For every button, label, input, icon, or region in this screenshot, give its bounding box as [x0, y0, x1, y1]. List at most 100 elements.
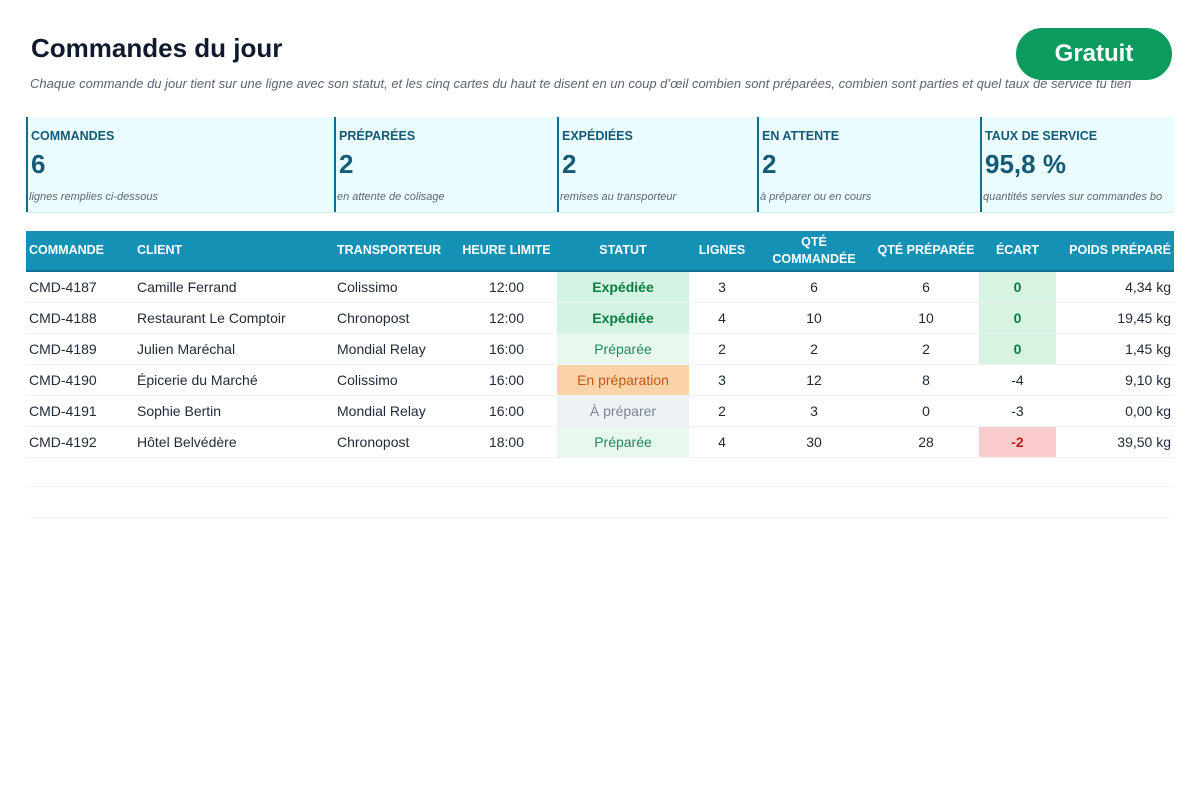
kpi-value: 2 — [762, 149, 777, 179]
cell-poids-prepare[interactable]: 1,45 kg — [1125, 340, 1171, 357]
cell-lignes[interactable]: 3 — [718, 371, 726, 388]
cell-client[interactable]: Épicerie du Marché — [137, 371, 258, 388]
kpi-note: en attente de colisage — [337, 191, 445, 203]
cell-commande[interactable]: CMD-4190 — [29, 371, 97, 388]
cell-client[interactable]: Julien Maréchal — [137, 340, 236, 357]
kpi-value: 95,8 % — [985, 149, 1066, 179]
gratuit-badge-button[interactable]: Gratuit — [1016, 28, 1172, 80]
cell-qte-preparee[interactable]: 0 — [922, 402, 930, 419]
cell-qte-preparee[interactable]: 6 — [922, 278, 930, 295]
cell-ecart[interactable]: -3 — [1011, 402, 1024, 419]
kpi-note: remises au transporteur — [560, 191, 677, 203]
table-row[interactable]: CMD-4190 Épicerie du Marché Colissimo 16… — [26, 364, 1174, 395]
cell-poids-prepare[interactable]: 19,45 kg — [1117, 309, 1171, 326]
cell-qte-commandee[interactable]: 10 — [806, 309, 822, 326]
cell-ecart[interactable]: -4 — [1011, 371, 1024, 388]
cell-transporteur[interactable]: Chronopost — [337, 433, 410, 450]
orders-table-container: COMMANDE CLIENT TRANSPORTEUR HEURE LIMIT… — [26, 231, 1174, 458]
cell-client[interactable]: Restaurant Le Comptoir — [137, 309, 286, 326]
cell-statut[interactable]: À préparer — [557, 395, 689, 426]
cell-statut[interactable]: Expédiée — [557, 302, 689, 333]
cell-statut[interactable]: Préparée — [557, 333, 689, 364]
table-header-row: COMMANDE CLIENT TRANSPORTEUR HEURE LIMIT… — [26, 231, 1174, 272]
cell-heure-limite[interactable]: 16:00 — [488, 402, 525, 419]
cell-transporteur[interactable]: Mondial Relay — [337, 402, 426, 419]
cell-ecart[interactable]: 0 — [979, 333, 1056, 364]
kpi-card-preparees: PRÉPARÉES 2 en attente de colisage — [334, 117, 557, 212]
cell-qte-commandee[interactable]: 2 — [810, 340, 818, 357]
table-row[interactable]: CMD-4189 Julien Maréchal Mondial Relay 1… — [26, 333, 1174, 364]
cell-qte-preparee[interactable]: 10 — [918, 309, 934, 326]
cell-commande[interactable]: CMD-4188 — [29, 309, 97, 326]
cell-lignes[interactable]: 3 — [718, 278, 726, 295]
column-header-heure-limite[interactable]: HEURE LIMITE — [456, 231, 557, 272]
cell-transporteur[interactable]: Colissimo — [337, 371, 398, 388]
column-header-qte-preparee[interactable]: QTÉ PRÉPARÉE — [873, 231, 979, 272]
cell-client[interactable]: Hôtel Belvédère — [137, 433, 237, 450]
column-header-commande[interactable]: COMMANDE — [26, 231, 134, 272]
table-row[interactable]: CMD-4192 Hôtel Belvédère Chronopost 18:0… — [26, 426, 1174, 457]
empty-row-divider — [26, 517, 1174, 518]
cell-commande[interactable]: CMD-4187 — [29, 278, 97, 295]
cell-transporteur[interactable]: Colissimo — [337, 278, 398, 295]
cell-ecart[interactable]: -2 — [979, 426, 1056, 457]
kpi-card-taux-de-service: TAUX DE SERVICE 95,8 % quantités servies… — [980, 117, 1174, 212]
cell-statut[interactable]: Préparée — [557, 426, 689, 457]
kpi-card-expediees: EXPÉDIÉES 2 remises au transporteur — [557, 117, 757, 212]
cell-qte-preparee[interactable]: 2 — [922, 340, 930, 357]
kpi-value: 2 — [562, 149, 577, 179]
cell-lignes[interactable]: 4 — [718, 433, 726, 450]
cell-transporteur[interactable]: Mondial Relay — [337, 340, 426, 357]
page-subtitle: Chaque commande du jour tient sur une li… — [30, 76, 1132, 91]
kpi-note: lignes remplies ci-dessous — [29, 191, 158, 203]
cell-qte-commandee[interactable]: 3 — [810, 402, 818, 419]
cell-commande[interactable]: CMD-4189 — [29, 340, 97, 357]
cell-qte-preparee[interactable]: 8 — [922, 371, 930, 388]
kpi-note: à préparer ou en cours — [760, 191, 872, 203]
cell-heure-limite[interactable]: 16:00 — [488, 340, 525, 357]
column-header-poids-prepare[interactable]: POIDS PRÉPARÉ — [1056, 231, 1174, 272]
cell-statut[interactable]: En préparation — [557, 364, 689, 395]
cell-statut[interactable]: Expédiée — [557, 271, 689, 302]
cell-heure-limite[interactable]: 12:00 — [488, 278, 525, 295]
cell-heure-limite[interactable]: 16:00 — [488, 371, 525, 388]
cell-qte-commandee[interactable]: 30 — [806, 433, 822, 450]
page-title: Commandes du jour — [31, 33, 283, 63]
cell-qte-commandee[interactable]: 12 — [806, 371, 822, 388]
kpi-card-commandes: COMMANDES 6 lignes remplies ci-dessous — [26, 117, 334, 212]
cell-transporteur[interactable]: Chronopost — [337, 309, 410, 326]
cell-qte-commandee[interactable]: 6 — [810, 278, 818, 295]
cell-poids-prepare[interactable]: 9,10 kg — [1125, 371, 1171, 388]
kpi-value: 2 — [339, 149, 354, 179]
cell-poids-prepare[interactable]: 4,34 kg — [1125, 278, 1171, 295]
table-row[interactable]: CMD-4191 Sophie Bertin Mondial Relay 16:… — [26, 395, 1174, 426]
cell-poids-prepare[interactable]: 0,00 kg — [1125, 402, 1171, 419]
orders-table: COMMANDE CLIENT TRANSPORTEUR HEURE LIMIT… — [26, 231, 1174, 458]
kpi-card-en-attente: EN ATTENTE 2 à préparer ou en cours — [757, 117, 980, 212]
cell-client[interactable]: Camille Ferrand — [137, 278, 237, 295]
cell-lignes[interactable]: 2 — [718, 340, 726, 357]
empty-row-divider — [26, 486, 1174, 487]
kpi-label: TAUX DE SERVICE — [985, 129, 1098, 143]
table-row[interactable]: CMD-4187 Camille Ferrand Colissimo 12:00… — [26, 271, 1174, 302]
cell-commande[interactable]: CMD-4192 — [29, 433, 97, 450]
column-header-qte-commandee[interactable]: QTÉ COMMANDÉE — [755, 231, 873, 272]
column-header-ecart[interactable]: ÉCART — [979, 231, 1056, 272]
cell-lignes[interactable]: 4 — [718, 309, 726, 326]
column-header-transporteur[interactable]: TRANSPORTEUR — [334, 231, 456, 272]
cell-ecart[interactable]: 0 — [979, 302, 1056, 333]
cell-heure-limite[interactable]: 18:00 — [488, 433, 525, 450]
kpi-cards: COMMANDES 6 lignes remplies ci-dessous P… — [26, 117, 1174, 213]
column-header-statut[interactable]: STATUT — [557, 231, 689, 272]
cell-qte-preparee[interactable]: 28 — [918, 433, 934, 450]
cell-lignes[interactable]: 2 — [718, 402, 726, 419]
cell-commande[interactable]: CMD-4191 — [29, 402, 97, 419]
cell-ecart[interactable]: 0 — [979, 271, 1056, 302]
cell-poids-prepare[interactable]: 39,50 kg — [1117, 433, 1171, 450]
kpi-value: 6 — [31, 149, 46, 179]
column-header-client[interactable]: CLIENT — [134, 231, 334, 272]
cell-heure-limite[interactable]: 12:00 — [488, 309, 525, 326]
cell-client[interactable]: Sophie Bertin — [137, 402, 222, 419]
table-row[interactable]: CMD-4188 Restaurant Le Comptoir Chronopo… — [26, 302, 1174, 333]
column-header-lignes[interactable]: LIGNES — [689, 231, 755, 272]
